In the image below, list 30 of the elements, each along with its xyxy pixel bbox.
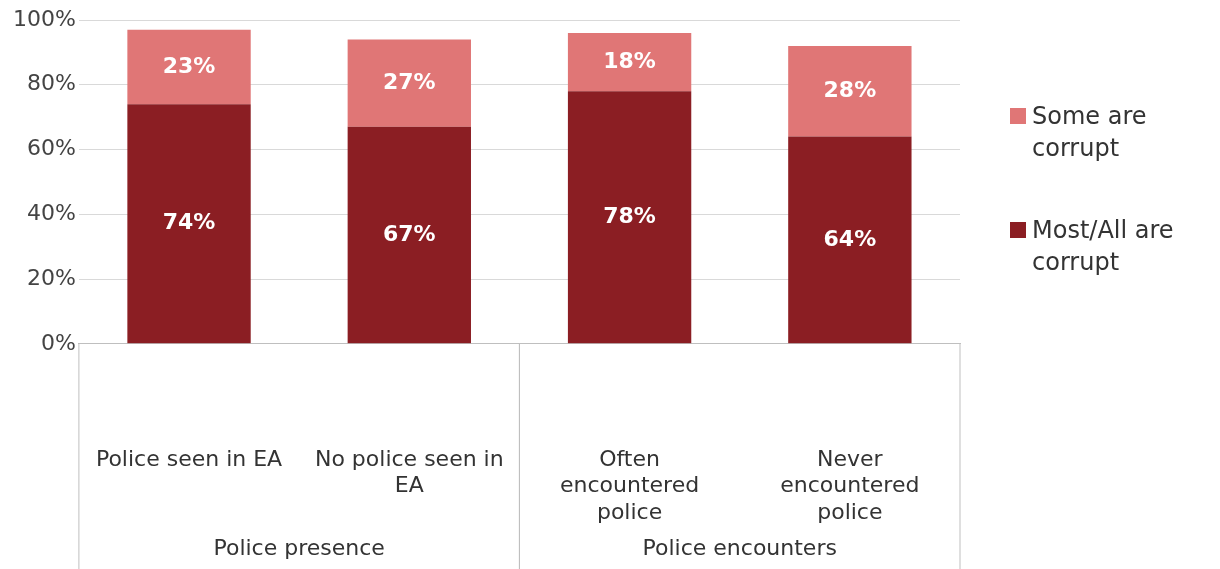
- y-tick-label: 80%: [26, 70, 76, 96]
- data-label: 67%: [382, 220, 436, 246]
- data-label: 28%: [823, 76, 877, 102]
- bar: [567, 91, 692, 344]
- bar: [788, 45, 912, 137]
- bar: [347, 39, 471, 127]
- y-tick-label: 60%: [26, 135, 76, 161]
- x-tick-label: Never encountered police: [780, 445, 920, 524]
- data-label: 78%: [603, 202, 656, 228]
- data-label: 27%: [382, 68, 436, 94]
- bar: [567, 32, 692, 92]
- y-tick-label: 40%: [26, 200, 76, 225]
- text: Police encounters: [642, 534, 837, 560]
- y-tick-label: 100%: [12, 5, 76, 31]
- legend-label: Some are corrupt: [1032, 101, 1148, 164]
- bar: [127, 104, 251, 344]
- legend-label: Most/All are corrupt: [1032, 215, 1175, 278]
- data-label: 74%: [162, 209, 216, 235]
- bar: [347, 126, 471, 344]
- text: Police presence: [213, 534, 385, 560]
- x-tick-label: No police seen in EA: [314, 445, 504, 498]
- y-tick-label: 20%: [26, 264, 76, 290]
- data-label: 64%: [823, 225, 877, 251]
- data-label: 18%: [603, 47, 656, 73]
- x-tick-label: Police seen in EA: [95, 445, 283, 471]
- bar: [127, 29, 251, 105]
- data-label: 23%: [162, 52, 216, 78]
- x-tick-label: Often encountered police: [560, 445, 700, 524]
- y-tick-label: 0%: [40, 329, 76, 355]
- bar: [788, 136, 912, 344]
